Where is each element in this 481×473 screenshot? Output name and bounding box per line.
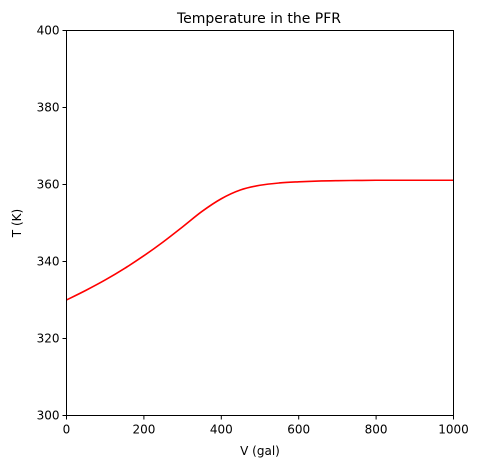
- plot-frame: [66, 30, 454, 416]
- x-tick-label: 800: [365, 423, 388, 437]
- x-tick-label: 1000: [438, 423, 469, 437]
- x-tick-label: 400: [210, 423, 233, 437]
- y-tick-label: 360: [37, 178, 60, 192]
- chart-title: Temperature in the PFR: [176, 11, 341, 27]
- y-tick-label: 400: [37, 24, 60, 38]
- y-axis: 300 320 340 360 380 400: [37, 24, 67, 423]
- x-tick-label: 0: [63, 423, 71, 437]
- y-tick-label: 380: [37, 101, 60, 115]
- x-tick-label: 600: [287, 423, 310, 437]
- y-tick-label: 340: [37, 255, 60, 269]
- temperature-series-line: [66, 179, 454, 301]
- series-layer: [66, 179, 454, 301]
- y-tick-label: 320: [37, 332, 60, 346]
- y-axis-label: T (K): [10, 209, 24, 238]
- x-tick-label: 200: [132, 423, 155, 437]
- x-axis-label: V (gal): [240, 444, 280, 458]
- x-axis: 0 200 400 600 800 1000: [63, 415, 469, 437]
- y-tick-label: 300: [37, 409, 60, 423]
